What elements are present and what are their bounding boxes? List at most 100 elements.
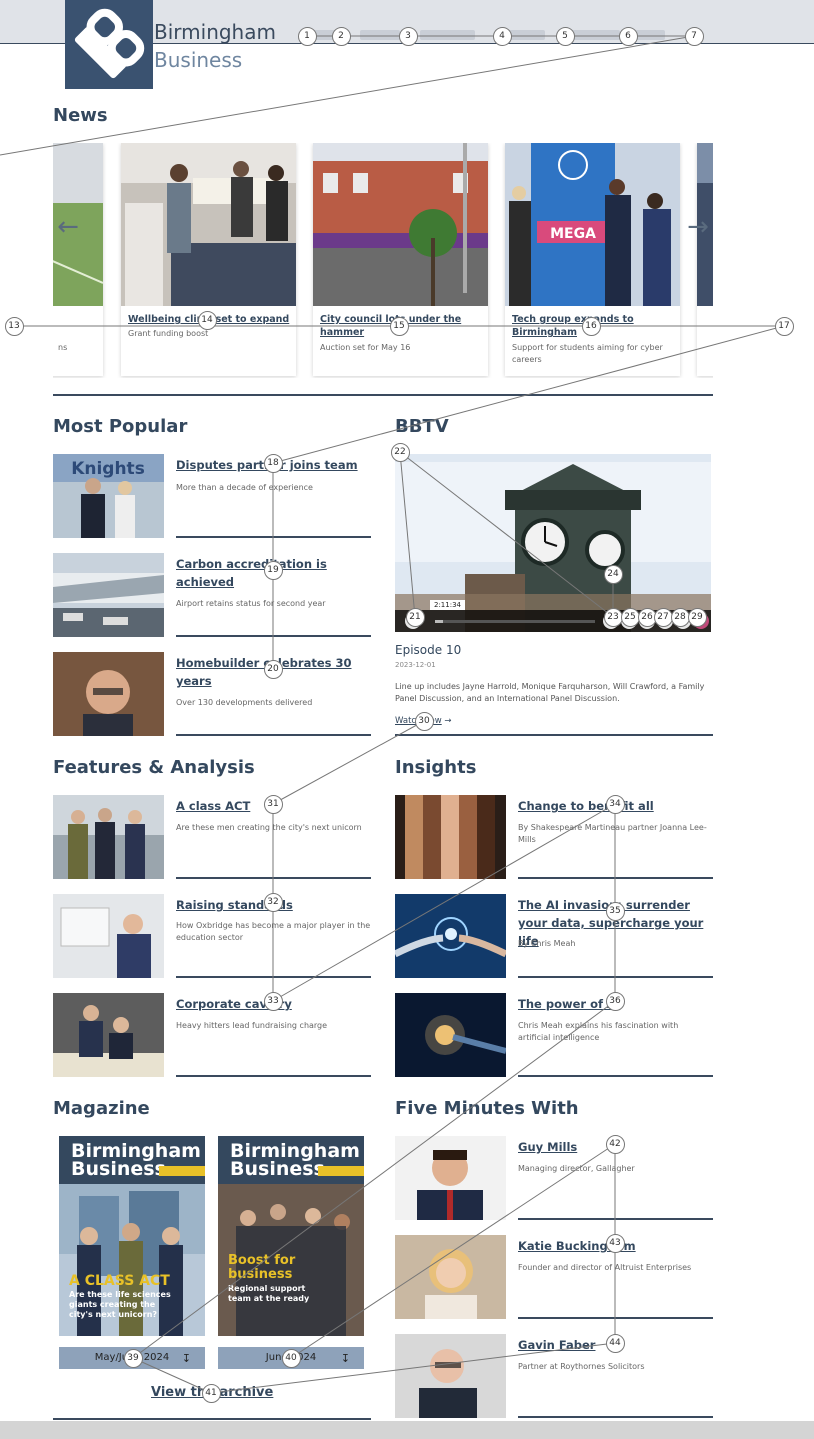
masthead-tag — [159, 1166, 205, 1176]
list-item[interactable]: A class ACT Are these men creating the c… — [53, 795, 373, 881]
list-item[interactable]: Katie Buckingham Founder and director of… — [395, 1235, 715, 1321]
masthead-tag — [318, 1166, 364, 1176]
magazine-masthead: Birmingham Business — [59, 1136, 205, 1184]
article-description: By Shakespeare Martineau partner Joanna … — [518, 823, 707, 844]
cover-subline: Regional support team at the ready — [228, 1284, 310, 1303]
annotation-marker: 41 — [201, 1383, 221, 1403]
news-card[interactable]: Wellbeing clinic set to expand Grant fun… — [121, 143, 296, 376]
brand-line-2: Business — [154, 48, 243, 72]
item-divider — [518, 976, 713, 978]
article-thumbnail — [395, 795, 506, 879]
news-image: MEGA — [505, 143, 680, 306]
logo-mark-icon — [74, 8, 145, 79]
annotation-marker: 14 — [197, 310, 217, 330]
annotation-marker: 7 — [684, 26, 704, 46]
item-divider — [176, 976, 371, 978]
svg-text:Knights: Knights — [71, 459, 145, 479]
carousel-next-arrow-icon[interactable]: → — [687, 212, 709, 242]
list-item[interactable]: Knights Disputes partner joins team More… — [53, 454, 373, 540]
news-card[interactable]: City council lots under the hammer Aucti… — [313, 143, 488, 376]
annotation-marker: 30 — [414, 711, 434, 731]
article-description: More than a decade of experience — [176, 483, 313, 492]
annotation-marker: 35 — [605, 901, 625, 921]
article-title[interactable]: Carbon accreditation is achieved — [176, 557, 327, 589]
profile-photo — [395, 1235, 506, 1319]
annotation-marker: 39 — [123, 1348, 143, 1368]
cover-headline: A CLASS ACT — [69, 1273, 170, 1289]
annotation-marker: 44 — [605, 1333, 625, 1353]
magazine-cover[interactable]: Birmingham Business A CLASS ACT Are these… — [59, 1136, 205, 1336]
annotation-marker: 16 — [581, 316, 601, 336]
download-icon[interactable]: ↧ — [181, 1352, 191, 1365]
person-role: Founder and director of Altruist Enterpr… — [518, 1263, 692, 1272]
article-description: Chris Meah explains his fascination with… — [518, 1021, 679, 1042]
annotation-marker: 34 — [605, 794, 625, 814]
item-divider — [518, 1075, 713, 1077]
news-card[interactable]: MEGA Tech group expands to Birmingham Su… — [505, 143, 680, 376]
video-progress-bar[interactable] — [435, 620, 595, 623]
arrow-right-icon: → — [444, 716, 452, 726]
item-divider — [518, 1317, 713, 1319]
horizontal-scrollbar[interactable] — [0, 1421, 814, 1439]
article-title[interactable]: Homebuilder celebrates 30 years — [176, 656, 352, 688]
site-logo[interactable] — [65, 0, 153, 89]
item-divider — [176, 635, 371, 637]
article-title[interactable]: A class ACT — [176, 799, 251, 813]
news-image — [53, 143, 104, 306]
item-divider — [176, 734, 371, 736]
magazine-divider — [53, 1418, 371, 1420]
five-minutes-heading: Five Minutes With — [395, 1098, 579, 1119]
list-item[interactable]: Corporate cavalry Heavy hitters lead fun… — [53, 993, 373, 1079]
annotation-marker: 20 — [263, 659, 283, 679]
annotation-marker: 40 — [281, 1348, 301, 1368]
bbtv-divider — [395, 734, 713, 736]
article-thumbnail — [53, 795, 164, 879]
item-divider — [518, 877, 713, 879]
article-thumbnail — [395, 894, 506, 978]
list-item[interactable]: Homebuilder celebrates 30 years Over 130… — [53, 652, 373, 738]
list-item[interactable]: Raising standards How Oxbridge has becom… — [53, 894, 373, 980]
person-role: Partner at Roythornes Solicitors — [518, 1362, 645, 1371]
annotation-marker: 2 — [331, 26, 351, 46]
news-subtitle: Auction set for May 16 — [320, 343, 411, 352]
annotation-marker: 21 — [405, 607, 425, 627]
article-thumbnail — [53, 993, 164, 1077]
list-item[interactable]: Guy Mills Managing director, Gallagher — [395, 1136, 715, 1222]
annotation-marker: 25 — [620, 607, 640, 627]
cover-subline: Are these life sciences giants creating … — [69, 1290, 171, 1319]
list-item[interactable]: Gavin Faber Partner at Roythornes Solici… — [395, 1334, 715, 1420]
news-card-partial-right[interactable] — [697, 143, 713, 376]
item-divider — [176, 1075, 371, 1077]
item-divider — [176, 877, 371, 879]
annotation-marker: 4 — [492, 26, 512, 46]
carousel-prev-arrow-icon[interactable]: ← — [57, 212, 79, 242]
item-divider — [176, 536, 371, 538]
news-heading: News — [53, 105, 108, 126]
download-icon[interactable]: ↧ — [340, 1352, 350, 1365]
annotation-marker: 29 — [687, 607, 707, 627]
list-item[interactable]: Change to benefit all By Shakespeare Mar… — [395, 795, 715, 881]
article-thumbnail — [53, 553, 164, 637]
annotation-marker: 19 — [263, 560, 283, 580]
news-card-partial-left[interactable]: ns — [53, 143, 104, 376]
annotation-marker: 24 — [603, 564, 623, 584]
svg-text:MEGA: MEGA — [550, 226, 596, 242]
annotation-marker: 42 — [605, 1134, 625, 1154]
news-subtitle: ns — [58, 343, 68, 352]
episode-description: Line up includes Jayne Harrold, Monique … — [395, 682, 705, 703]
brand-line-1: Birmingham — [154, 20, 276, 44]
annotation-marker: 17 — [774, 316, 794, 336]
brand-name[interactable]: Birmingham Business — [154, 18, 276, 74]
list-item[interactable]: The AI invasion: surrender your data, su… — [395, 894, 715, 980]
annotation-marker: 6 — [618, 26, 638, 46]
list-item[interactable]: The power of AI Chris Meah explains his … — [395, 993, 715, 1079]
annotation-marker: 13 — [4, 316, 24, 336]
annotation-marker: 22 — [390, 442, 410, 462]
annotation-marker: 33 — [263, 991, 283, 1011]
episode-date: 2023-12-01 — [395, 661, 436, 669]
video-player[interactable]: 2:11:34 — [395, 454, 711, 632]
item-divider — [518, 1218, 713, 1220]
list-item[interactable]: Carbon accreditation is achieved Airport… — [53, 553, 373, 639]
annotation-marker: 15 — [389, 316, 409, 336]
magazine-cover[interactable]: Birmingham Business Boost for business Re… — [218, 1136, 364, 1336]
